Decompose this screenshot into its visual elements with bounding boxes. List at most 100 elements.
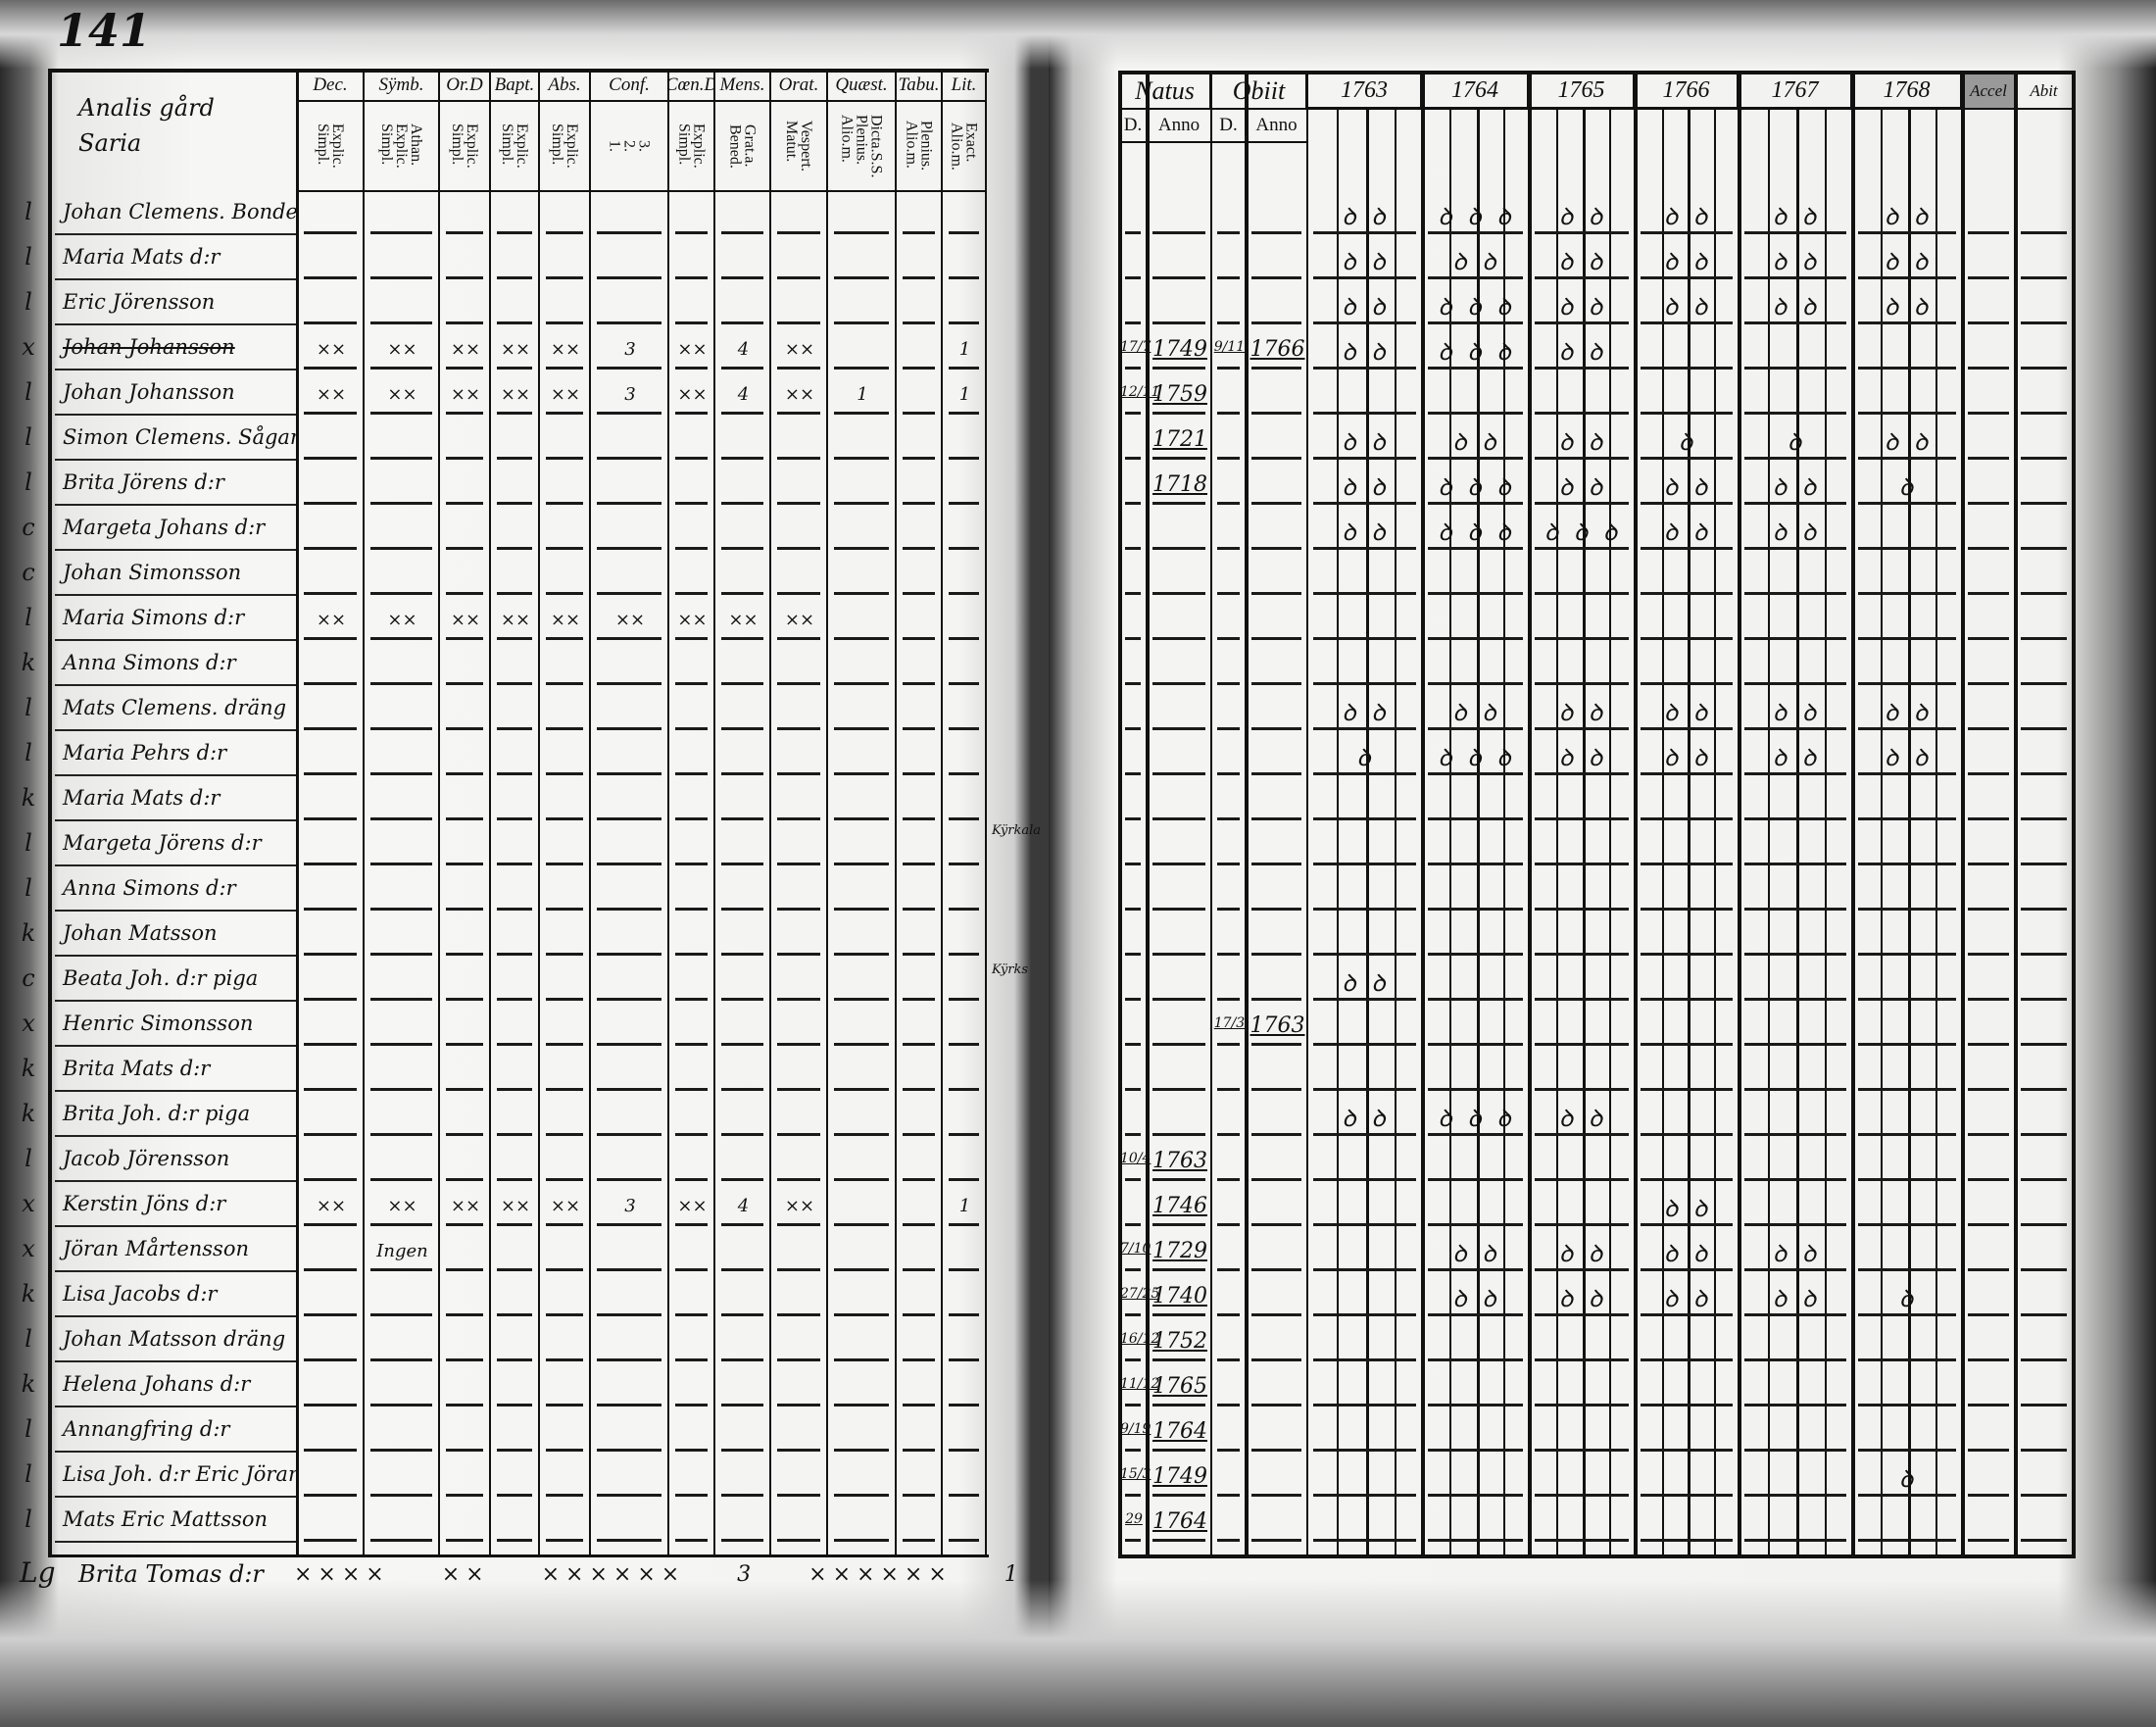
row-rule: [675, 592, 708, 595]
subheader-7: Grat.a. Bened.: [715, 102, 771, 192]
catechism-mark: ××: [728, 610, 759, 630]
row-rule: [777, 1449, 820, 1452]
register-natus-anno: 1740: [1152, 1284, 1207, 1308]
subheader-1: Athan. Explic. Simpl.: [365, 102, 440, 192]
row-rule: [777, 953, 820, 956]
row-rule: [834, 412, 889, 415]
row-rule: [1125, 231, 1141, 234]
row-rule: [597, 412, 662, 415]
catechism-mark: ××: [614, 610, 646, 630]
row-rule: [2021, 502, 2067, 505]
row-rule: [1744, 772, 1846, 775]
catechism-mark: 1: [857, 384, 868, 405]
attendance-mark: ꝺ ꝺ: [1558, 203, 1607, 230]
row-rule: [1152, 953, 1205, 956]
row-rule: [1251, 1178, 1301, 1181]
attendance-mark: ꝺ ꝺ: [1772, 203, 1821, 230]
margin-mark: l: [24, 1505, 32, 1533]
attendance-mark: ꝺ ꝺ ꝺ: [1438, 293, 1515, 321]
row-rule: [1858, 502, 1956, 505]
catechism-mark: 4: [737, 384, 750, 405]
row-rule: [1744, 1133, 1846, 1136]
catechism-mark: 3: [624, 384, 636, 405]
row-rule: [1152, 1358, 1205, 1361]
row-rule: [497, 1133, 532, 1136]
row-rule: [1217, 637, 1240, 640]
row-rule: [1744, 953, 1846, 956]
row-rule: [1641, 592, 1733, 595]
row-rule: [370, 1178, 432, 1181]
margin-mark: l: [24, 288, 32, 316]
margin-mark: l: [24, 1460, 32, 1488]
row-rule: [834, 1178, 889, 1181]
row-rule: [1152, 1313, 1205, 1316]
row-rule: [546, 1358, 583, 1361]
row-rule: [446, 367, 483, 370]
row-rule: [1535, 231, 1629, 234]
subheader-label: Dicta.S.S. Plenius. Alio.m.: [838, 114, 885, 178]
row-rule: [1251, 727, 1301, 730]
person-name: Maria Mats d:r: [55, 778, 296, 821]
row-rule: [597, 682, 662, 685]
row-rule: [1858, 457, 1956, 460]
row-rule: [1428, 637, 1523, 640]
row-rule: [834, 1404, 889, 1406]
margin-mark: k: [21, 919, 36, 947]
row-rule: [1968, 1313, 2009, 1316]
row-rule: [546, 1268, 583, 1271]
row-rule: [497, 1449, 532, 1452]
row-rule: [1858, 1539, 1956, 1542]
header-3: Bapt.: [491, 71, 540, 102]
row-rule: [834, 1223, 889, 1226]
row-rule: [1535, 863, 1629, 865]
row-rule: [903, 1404, 935, 1406]
row-rule: [903, 412, 935, 415]
row-rule: [1428, 231, 1523, 234]
catechism-mark: ××: [677, 384, 708, 405]
row-rule: [546, 953, 583, 956]
register-obiit-anno: 1766: [1250, 337, 1305, 362]
row-rule: [1428, 276, 1523, 279]
catechism-mark: 4: [737, 339, 750, 360]
row-rule: [1968, 231, 2009, 234]
row-rule: [949, 1404, 979, 1406]
header-2: Or.D: [440, 71, 491, 102]
margin-mark: l: [24, 1325, 32, 1353]
subheader-label: Athan. Explic. Simpl.: [378, 123, 424, 169]
row-rule: [497, 863, 532, 865]
row-rule: [1744, 502, 1846, 505]
row-rule: [446, 1449, 483, 1452]
margin-mark: c: [22, 559, 35, 586]
row-rule: [1251, 457, 1301, 460]
column-divider: [941, 192, 943, 1554]
row-rule: [1535, 412, 1629, 415]
row-rule: [304, 1043, 357, 1046]
row-rule: [446, 231, 483, 234]
row-rule: [777, 817, 820, 820]
attendance-mark: ꝺ ꝺ: [1452, 699, 1500, 726]
attendance-mark: ꝺ ꝺ ꝺ: [1438, 203, 1515, 230]
row-rule: [721, 1494, 763, 1497]
row-rule: [777, 412, 820, 415]
register-natus-anno: 1718: [1152, 472, 1207, 497]
row-rule: [1641, 457, 1733, 460]
register-natus-anno: 1764: [1152, 1509, 1207, 1534]
subheader-label: Explic. Simpl.: [449, 123, 480, 169]
attendance-mark: ꝺ ꝺ ꝺ: [1438, 338, 1515, 366]
row-rule: [370, 502, 432, 505]
row-rule: [597, 998, 662, 1001]
row-rule: [546, 1133, 583, 1136]
row-rule: [1744, 1539, 1846, 1542]
row-rule: [546, 231, 583, 234]
row-rule: [497, 682, 532, 685]
row-rule: [1744, 1088, 1846, 1091]
row-rule: [834, 367, 889, 370]
catechism-mark: 1: [958, 384, 971, 405]
row-rule: [546, 1404, 583, 1406]
row-rule: [834, 1043, 889, 1046]
row-rule: [546, 276, 583, 279]
row-rule: [1125, 1494, 1141, 1497]
row-rule: [1968, 727, 2009, 730]
row-rule: [834, 231, 889, 234]
row-rule: [1125, 682, 1141, 685]
